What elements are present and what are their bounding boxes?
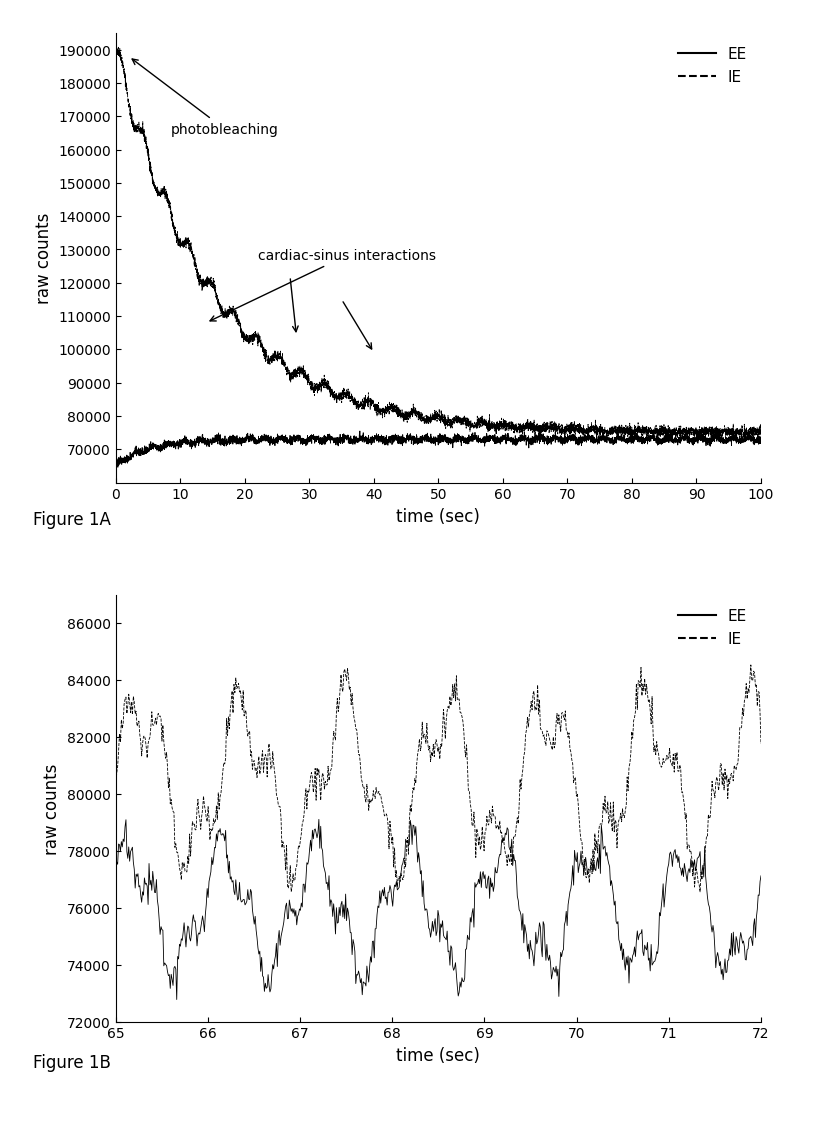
IE — [111, 43, 121, 56]
Legend: EE, IE: EE, IE — [672, 603, 753, 652]
IE — [498, 418, 508, 431]
Line: IE: IE — [116, 665, 761, 892]
EE — [694, 849, 704, 862]
Text: Figure 1A: Figure 1A — [33, 511, 111, 529]
EE — [172, 993, 182, 1006]
EE — [313, 813, 323, 827]
X-axis label: time (sec): time (sec) — [396, 1047, 480, 1065]
EE — [111, 463, 121, 476]
Y-axis label: raw counts: raw counts — [35, 212, 53, 304]
Y-axis label: raw counts: raw counts — [43, 763, 61, 855]
EE — [592, 433, 602, 447]
EE — [756, 431, 766, 445]
IE — [293, 847, 303, 860]
X-axis label: time (sec): time (sec) — [396, 508, 480, 526]
EE — [531, 435, 541, 448]
Text: Figure 1B: Figure 1B — [33, 1053, 111, 1071]
IE — [315, 777, 325, 791]
EE — [642, 431, 652, 445]
EE — [355, 424, 365, 438]
Line: EE: EE — [116, 820, 761, 999]
EE — [111, 873, 121, 886]
IE — [269, 757, 279, 770]
IE — [720, 433, 730, 447]
EE — [317, 841, 327, 855]
EE — [294, 907, 304, 921]
IE — [357, 392, 367, 405]
IE — [641, 427, 651, 440]
IE — [695, 885, 705, 898]
IE — [692, 868, 702, 882]
EE — [228, 433, 238, 447]
IE — [592, 424, 602, 438]
Line: EE: EE — [116, 431, 761, 469]
Line: IE: IE — [116, 46, 761, 440]
IE — [112, 39, 122, 53]
EE — [536, 941, 546, 955]
IE — [111, 779, 121, 793]
EE — [357, 432, 367, 446]
IE — [228, 300, 238, 313]
IE — [534, 693, 544, 706]
Text: photobleaching: photobleaching — [132, 60, 279, 137]
Text: cardiac-sinus interactions: cardiac-sinus interactions — [210, 249, 436, 321]
EE — [614, 937, 624, 950]
IE — [756, 738, 766, 751]
Legend: EE, IE: EE, IE — [672, 42, 753, 91]
IE — [613, 820, 623, 833]
EE — [270, 953, 280, 967]
IE — [756, 428, 766, 441]
IE — [530, 420, 540, 433]
EE — [756, 869, 766, 883]
EE — [498, 432, 508, 446]
IE — [746, 658, 756, 672]
EE — [111, 460, 121, 474]
